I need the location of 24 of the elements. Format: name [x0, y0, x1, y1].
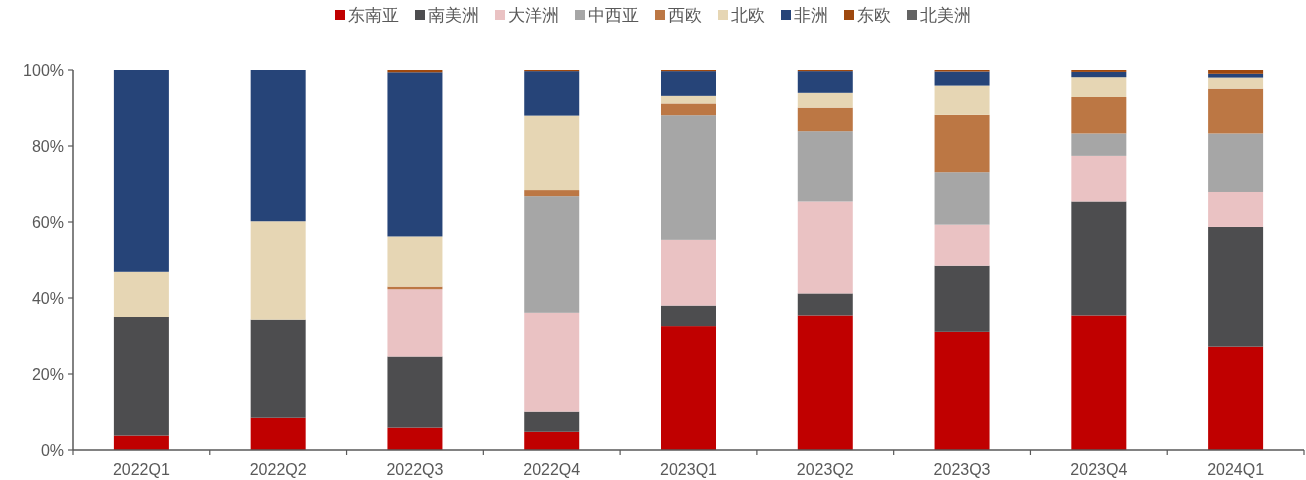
x-tick-label: 2022Q1 [112, 461, 170, 478]
x-tick-label: 2022Q2 [249, 461, 307, 478]
legend-label: 北欧 [731, 6, 765, 25]
x-tick-label: 2022Q3 [386, 461, 444, 478]
x-tick-label: 2023Q3 [933, 461, 991, 478]
y-tick-label: 40% [31, 290, 64, 307]
y-tick-label: 20% [31, 366, 64, 383]
y-tick-label: 80% [31, 138, 64, 155]
legend-label: 西欧 [668, 6, 702, 25]
legend-label: 南美洲 [428, 6, 479, 25]
x-tick-label: 2022Q4 [523, 461, 581, 478]
y-tick-label: 0% [40, 442, 64, 459]
legend-label: 非洲 [794, 6, 828, 25]
x-tick-label: 2023Q4 [1070, 461, 1128, 478]
legend-label: 东欧 [857, 6, 891, 25]
legend-label: 大洋洲 [508, 6, 559, 25]
legend-label: 北美洲 [920, 6, 971, 25]
x-tick-label: 2023Q2 [796, 461, 854, 478]
legend-label: 东南亚 [348, 6, 399, 25]
legend-label: 中西亚 [588, 6, 639, 25]
x-tick-label: 2024Q1 [1207, 461, 1265, 478]
y-tick-label: 60% [31, 214, 64, 231]
x-tick-label: 2023Q1 [660, 461, 718, 478]
y-tick-label: 100% [23, 62, 64, 79]
